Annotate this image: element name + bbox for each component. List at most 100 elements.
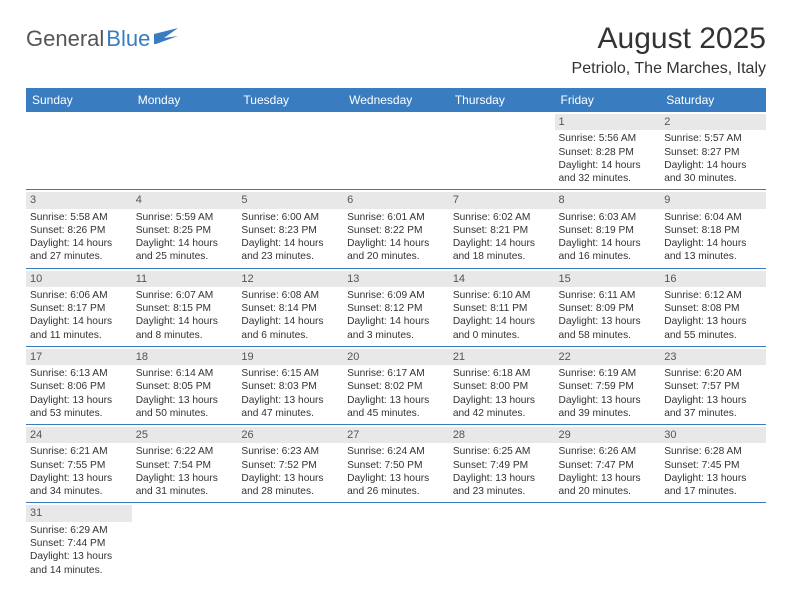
sunset-line: Sunset: 8:12 PM — [347, 302, 445, 315]
weekday-header: Wednesday — [343, 88, 449, 112]
empty-cell — [26, 112, 132, 190]
sunrise-line: Sunrise: 6:17 AM — [347, 367, 445, 380]
sunset-line: Sunset: 8:19 PM — [559, 224, 657, 237]
month-title: August 2025 — [572, 22, 766, 56]
day-number: 31 — [26, 505, 132, 521]
day-cell: 4Sunrise: 5:59 AMSunset: 8:25 PMDaylight… — [132, 190, 238, 268]
empty-cell — [555, 503, 661, 581]
sunset-line: Sunset: 7:57 PM — [664, 380, 762, 393]
sunset-line: Sunset: 8:03 PM — [241, 380, 339, 393]
day-number: 20 — [343, 349, 449, 365]
weekday-header: Thursday — [449, 88, 555, 112]
sunset-line: Sunset: 8:25 PM — [136, 224, 234, 237]
day-number: 21 — [449, 349, 555, 365]
sunrise-line: Sunrise: 6:13 AM — [30, 367, 128, 380]
day-cell: 15 Sunrise: 6:11 AMSunset: 8:09 PMDayligh… — [555, 268, 661, 346]
day-number: 27 — [343, 427, 449, 443]
day-number: 12 — [237, 271, 343, 287]
daylight-line: Daylight: 14 hours and 11 minutes. — [30, 315, 128, 342]
day-number: 2 — [660, 114, 766, 130]
empty-cell — [343, 112, 449, 190]
day-number: 25 — [132, 427, 238, 443]
calendar-row: 17Sunrise: 6:13 AMSunset: 8:06 PMDayligh… — [26, 346, 766, 424]
day-cell: 19Sunrise: 6:15 AMSunset: 8:03 PMDayligh… — [237, 346, 343, 424]
weekday-row: SundayMondayTuesdayWednesdayThursdayFrid… — [26, 88, 766, 112]
sunset-line: Sunset: 8:00 PM — [453, 380, 551, 393]
day-cell: 2Sunrise: 5:57 AMSunset: 8:27 PMDaylight… — [660, 112, 766, 190]
weekday-header: Friday — [555, 88, 661, 112]
day-number: 9 — [660, 192, 766, 208]
day-cell: 1Sunrise: 5:56 AMSunset: 8:28 PMDaylight… — [555, 112, 661, 190]
sunset-line: Sunset: 7:49 PM — [453, 459, 551, 472]
day-cell: 23Sunrise: 6:20 AMSunset: 7:57 PMDayligh… — [660, 346, 766, 424]
sunrise-line: Sunrise: 6:24 AM — [347, 445, 445, 458]
sunrise-line: Sunrise: 6:25 AM — [453, 445, 551, 458]
daylight-line: Daylight: 13 hours and 50 minutes. — [136, 394, 234, 421]
daylight-line: Daylight: 13 hours and 17 minutes. — [664, 472, 762, 499]
calendar-page: GeneralBlue August 2025 Petriolo, The Ma… — [0, 0, 792, 603]
day-cell: 28Sunrise: 6:25 AMSunset: 7:49 PMDayligh… — [449, 425, 555, 503]
daylight-line: Daylight: 13 hours and 31 minutes. — [136, 472, 234, 499]
sunrise-line: Sunrise: 6:09 AM — [347, 289, 445, 302]
sunset-line: Sunset: 8:18 PM — [664, 224, 762, 237]
day-cell: 9Sunrise: 6:04 AMSunset: 8:18 PMDaylight… — [660, 190, 766, 268]
sunset-line: Sunset: 8:17 PM — [30, 302, 128, 315]
sunrise-line: Sunrise: 6:03 AM — [559, 211, 657, 224]
day-number: 1 — [555, 114, 661, 130]
daylight-line: Daylight: 13 hours and 39 minutes. — [559, 394, 657, 421]
daylight-line: Daylight: 13 hours and 45 minutes. — [347, 394, 445, 421]
calendar-row: 1Sunrise: 5:56 AMSunset: 8:28 PMDaylight… — [26, 112, 766, 190]
day-number: 16 — [660, 271, 766, 287]
sunset-line: Sunset: 7:44 PM — [30, 537, 128, 550]
daylight-line: Daylight: 13 hours and 14 minutes. — [30, 550, 128, 577]
sunrise-line: Sunrise: 6:01 AM — [347, 211, 445, 224]
daylight-line: Daylight: 13 hours and 28 minutes. — [241, 472, 339, 499]
sunrise-line: Sunrise: 6:02 AM — [453, 211, 551, 224]
day-cell: 10Sunrise: 6:06 AMSunset: 8:17 PMDayligh… — [26, 268, 132, 346]
calendar-table: SundayMondayTuesdayWednesdayThursdayFrid… — [26, 88, 766, 581]
weekday-header: Tuesday — [237, 88, 343, 112]
day-cell: 11Sunrise: 6:07 AMSunset: 8:15 PMDayligh… — [132, 268, 238, 346]
day-number: 13 — [343, 271, 449, 287]
day-number: 28 — [449, 427, 555, 443]
day-number: 4 — [132, 192, 238, 208]
daylight-line: Daylight: 14 hours and 27 minutes. — [30, 237, 128, 264]
daylight-line: Daylight: 13 hours and 34 minutes. — [30, 472, 128, 499]
location-label: Petriolo, The Marches, Italy — [572, 60, 766, 78]
sunset-line: Sunset: 8:08 PM — [664, 302, 762, 315]
sunrise-line: Sunrise: 6:08 AM — [241, 289, 339, 302]
day-cell: 17Sunrise: 6:13 AMSunset: 8:06 PMDayligh… — [26, 346, 132, 424]
day-number: 15 — [555, 271, 661, 287]
empty-cell — [237, 503, 343, 581]
sunset-line: Sunset: 8:27 PM — [664, 146, 762, 159]
sunset-line: Sunset: 8:11 PM — [453, 302, 551, 315]
day-cell: 27Sunrise: 6:24 AMSunset: 7:50 PMDayligh… — [343, 425, 449, 503]
day-number: 30 — [660, 427, 766, 443]
day-cell: 14Sunrise: 6:10 AMSunset: 8:11 PMDayligh… — [449, 268, 555, 346]
daylight-line: Daylight: 13 hours and 55 minutes. — [664, 315, 762, 342]
empty-cell — [132, 503, 238, 581]
day-number: 10 — [26, 271, 132, 287]
sunset-line: Sunset: 8:02 PM — [347, 380, 445, 393]
sunset-line: Sunset: 8:09 PM — [559, 302, 657, 315]
day-cell: 3Sunrise: 5:58 AMSunset: 8:26 PMDaylight… — [26, 190, 132, 268]
daylight-line: Daylight: 14 hours and 0 minutes. — [453, 315, 551, 342]
brand-logo: GeneralBlue — [26, 26, 180, 52]
sunset-line: Sunset: 7:55 PM — [30, 459, 128, 472]
day-cell: 20 Sunrise: 6:17 AMSunset: 8:02 PMDayligh… — [343, 346, 449, 424]
daylight-line: Daylight: 13 hours and 53 minutes. — [30, 394, 128, 421]
day-number: 29 — [555, 427, 661, 443]
daylight-line: Daylight: 13 hours and 47 minutes. — [241, 394, 339, 421]
sunrise-line: Sunrise: 6:12 AM — [664, 289, 762, 302]
sunset-line: Sunset: 7:54 PM — [136, 459, 234, 472]
sunrise-line: Sunrise: 6:26 AM — [559, 445, 657, 458]
weekday-header: Sunday — [26, 88, 132, 112]
day-number: 14 — [449, 271, 555, 287]
day-cell: 22Sunrise: 6:19 AMSunset: 7:59 PMDayligh… — [555, 346, 661, 424]
day-number: 19 — [237, 349, 343, 365]
sunrise-line: Sunrise: 6:11 AM — [559, 289, 657, 302]
sunset-line: Sunset: 7:59 PM — [559, 380, 657, 393]
day-number: 3 — [26, 192, 132, 208]
daylight-line: Daylight: 13 hours and 58 minutes. — [559, 315, 657, 342]
day-number: 24 — [26, 427, 132, 443]
